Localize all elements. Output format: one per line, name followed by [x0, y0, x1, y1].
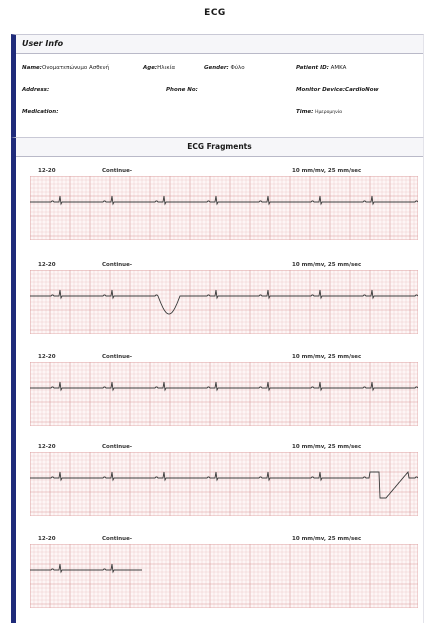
monitor-value: CardioNow: [345, 87, 379, 93]
ecg-strip: 12-20 Continue- 10 mm/mv, 25 mm/sec: [30, 262, 420, 335]
time-field: Time: Ημερομηνία: [296, 109, 342, 115]
strip-mode-label: Continue-: [102, 168, 133, 174]
strip-lead-label: 12-20: [38, 168, 56, 174]
gender-value: Φύλο: [230, 65, 245, 71]
phone-field: Phone No:: [166, 87, 198, 93]
ecg-trace: [30, 470, 418, 499]
monitor-label: Monitor Device:: [296, 87, 346, 93]
time-value: Ημερομηνία: [315, 110, 343, 115]
name-field: Name:Ονοματεπώνυμο Ασθενή: [22, 65, 109, 71]
strip-mode-label: Continue-: [102, 354, 133, 360]
strip-lead-label: 12-20: [38, 354, 56, 360]
address-label: Address:: [22, 87, 50, 93]
gender-label: Gender:: [204, 65, 229, 71]
page-title: ECG: [204, 8, 226, 18]
age-field: Age:Ηλικία: [143, 65, 175, 71]
ecg-strip: 12-20 Continue- 10 mm/mv, 25 mm/sec: [30, 536, 420, 609]
ecg-strip: 12-20 Continue- 10 mm/mv, 25 mm/sec: [30, 354, 420, 427]
ecg-strip: 12-20 Continue- 10 mm/mv, 25 mm/sec: [30, 444, 420, 517]
patient-id-value: AMKA: [330, 65, 347, 71]
ecg-fragments-header: ECG Fragments: [16, 138, 423, 157]
age-label: Age:: [143, 65, 158, 71]
strip-scale-label: 10 mm/mv, 25 mm/sec: [292, 168, 362, 174]
ecg-trace: [30, 195, 418, 206]
strip-lead-label: 12-20: [38, 536, 56, 542]
ecg-fragments-panel: ECG Fragments 12-20 Continue- 10 mm/mv, 25…: [11, 137, 424, 623]
phone-label: Phone No:: [166, 87, 198, 93]
strip-lead-label: 12-20: [38, 262, 56, 268]
user-info-panel: User Info Name:Ονοματεπώνυμο Ασθενή Age:…: [11, 34, 424, 154]
time-label: Time:: [296, 109, 314, 115]
patient-id-field: Patient ID: AMKA: [296, 65, 346, 71]
strip-scale-label: 10 mm/mv, 25 mm/sec: [292, 354, 362, 360]
medication-label: Medication:: [22, 109, 59, 115]
strip-scale-label: 10 mm/mv, 25 mm/sec: [292, 536, 362, 542]
name-label: Name:: [22, 65, 42, 71]
strip-lead-label: 12-20: [38, 444, 56, 450]
ecg-grid: [30, 270, 418, 334]
strip-mode-label: Continue-: [102, 262, 133, 268]
ecg-grid: [30, 544, 418, 608]
age-value: Ηλικία: [157, 65, 176, 71]
user-info-header: User Info: [16, 35, 423, 54]
ecg-grid: [30, 452, 418, 516]
ecg-grid: [30, 362, 418, 426]
address-field: Address:: [22, 87, 49, 93]
strip-scale-label: 10 mm/mv, 25 mm/sec: [292, 262, 362, 268]
name-value: Ονοματεπώνυμο Ασθενή: [41, 65, 110, 71]
ecg-strip: 12-20 Continue- 10 mm/mv, 25 mm/sec: [30, 168, 420, 241]
monitor-field: Monitor Device:CardioNow: [296, 87, 379, 93]
strip-scale-label: 10 mm/mv, 25 mm/sec: [292, 444, 362, 450]
patient-id-label: Patient ID:: [296, 65, 329, 71]
medication-field: Medication:: [22, 109, 58, 115]
ecg-grid: [30, 176, 418, 240]
ecg-trace: [30, 381, 418, 392]
strip-mode-label: Continue-: [102, 444, 133, 450]
gender-field: Gender: Φύλο: [204, 65, 245, 71]
ecg-trace: [30, 563, 142, 574]
strip-mode-label: Continue-: [102, 536, 133, 542]
ecg-trace: [30, 289, 418, 315]
